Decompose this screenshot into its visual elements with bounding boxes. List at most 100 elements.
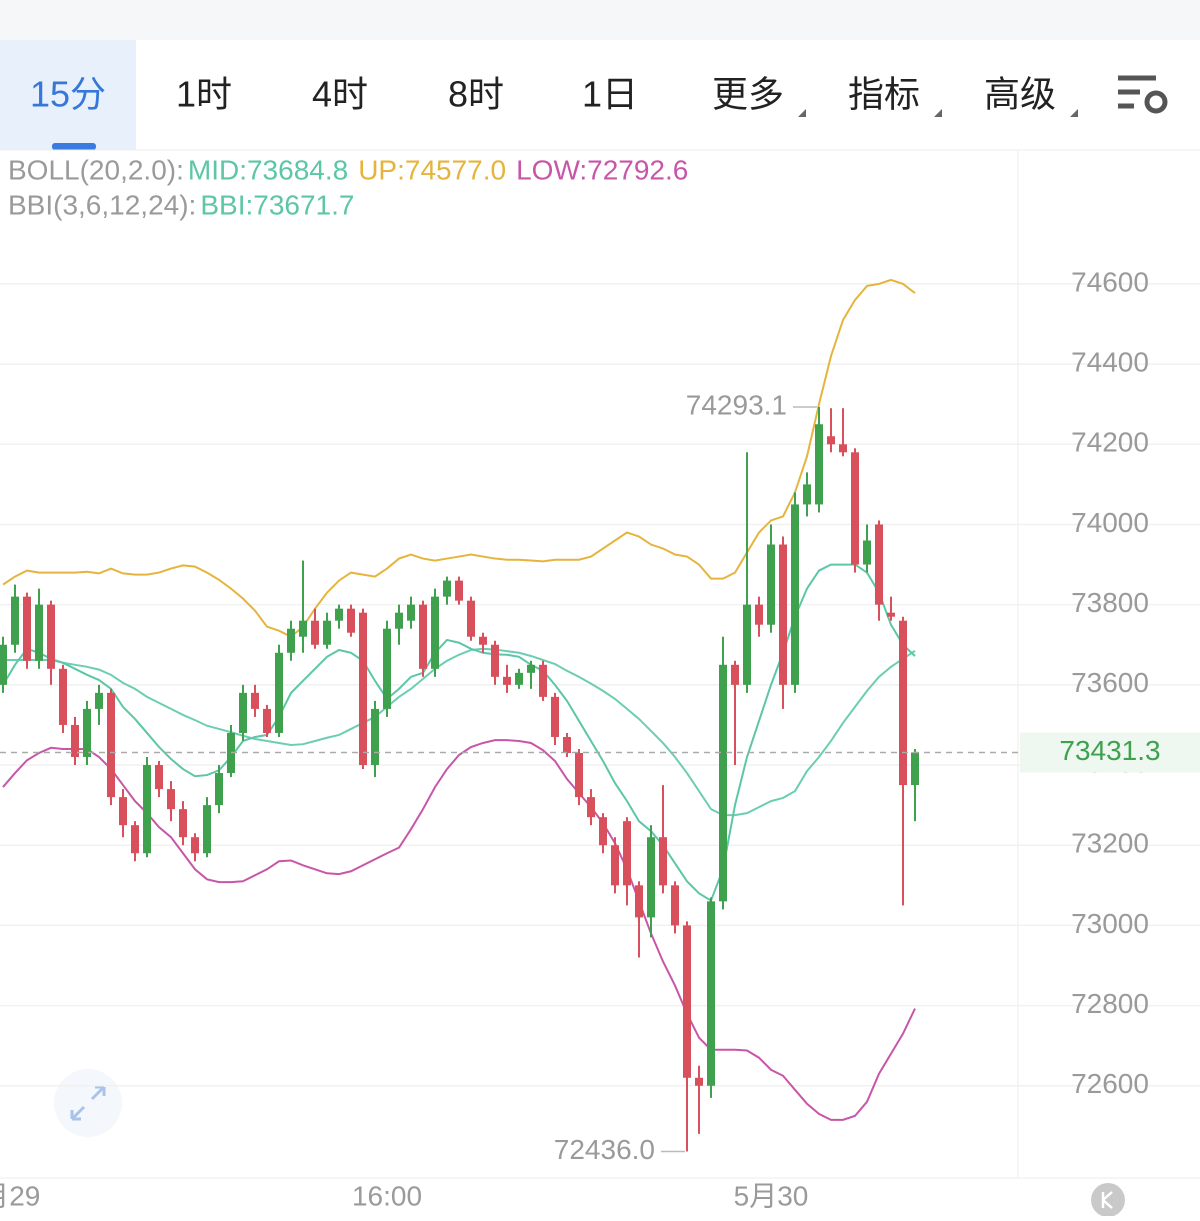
candle-body — [323, 620, 331, 645]
candle-body — [143, 765, 151, 854]
y-tick-label: 72600 — [1071, 1068, 1149, 1099]
expand-button[interactable] — [54, 1069, 122, 1137]
status-strip — [0, 0, 1200, 40]
y-tick-label: 73800 — [1071, 587, 1149, 618]
active-tab-bg — [0, 40, 136, 150]
candle-body — [503, 676, 511, 685]
tab[interactable]: 8时 — [448, 74, 504, 115]
candle-body — [11, 596, 19, 645]
x-tick-label: 5月29 — [0, 1180, 40, 1211]
candle-body — [527, 664, 535, 673]
overlay: 74293.1 72436.0 73431.3 — [0, 389, 1200, 1165]
settings-icon[interactable] — [1118, 75, 1168, 114]
candle-body — [695, 1077, 703, 1086]
candle-body — [731, 664, 739, 685]
tab[interactable]: 4时 — [312, 74, 368, 115]
candle-body — [875, 524, 883, 605]
candle-body — [383, 628, 391, 709]
candle-body — [203, 805, 211, 854]
candle-body — [743, 604, 751, 685]
candle-body — [359, 612, 367, 766]
candle-body — [563, 736, 571, 754]
candle-body — [599, 817, 607, 846]
tab[interactable]: 1日 — [582, 74, 638, 115]
candle-body — [611, 845, 619, 886]
candle-body — [347, 608, 355, 633]
candle-body — [299, 620, 307, 637]
candle-body — [863, 540, 871, 565]
candle-body — [155, 765, 163, 790]
candle-body — [683, 925, 691, 1078]
grid: 7260072800730007320073400736007380074000… — [0, 266, 1200, 1099]
tab[interactable]: 高级 — [984, 74, 1056, 115]
dropdown-caret — [798, 109, 806, 117]
y-tick-label: 74400 — [1071, 346, 1149, 377]
candle-body — [407, 604, 415, 621]
candle-body — [215, 773, 223, 806]
indicator-value: BBI:73671.7 — [200, 189, 354, 220]
candle-body — [539, 664, 547, 697]
expand-icon — [70, 1085, 106, 1121]
icon-gear — [1144, 90, 1168, 114]
candle-body — [575, 753, 583, 798]
candle-body — [131, 825, 139, 854]
candle-body — [263, 708, 271, 733]
candle-body — [755, 604, 763, 625]
y-tick-label: 72800 — [1071, 988, 1149, 1019]
candle-body — [887, 612, 895, 617]
candle-body — [815, 424, 823, 505]
candle-body — [899, 620, 907, 786]
y-tick-label: 73000 — [1071, 908, 1149, 939]
candle-body — [59, 668, 67, 725]
y-tick-label: 73600 — [1071, 667, 1149, 698]
candle-body — [791, 504, 799, 685]
tab[interactable]: 更多 — [712, 74, 784, 115]
candle-body — [71, 724, 79, 758]
candle-body — [479, 636, 487, 645]
tab[interactable]: 指标 — [848, 74, 920, 115]
candle-body — [647, 837, 655, 918]
tab[interactable]: 15分 — [30, 74, 106, 115]
k-button[interactable] — [1091, 1183, 1125, 1217]
y-tick-label: 74000 — [1071, 507, 1149, 538]
candle-body — [515, 672, 523, 685]
indicator-value: MID:73684.8 — [188, 154, 348, 185]
candle-body — [0, 644, 7, 685]
plot — [0, 278, 919, 1152]
candle-body — [911, 752, 919, 786]
indicator-line — [2, 739, 916, 1121]
candle-body — [779, 544, 787, 685]
candle-body — [335, 608, 343, 621]
candle-body — [443, 580, 451, 597]
candle-body — [827, 436, 835, 445]
annotation-label: 74293.1 — [686, 389, 787, 420]
indicator-value: UP:74577.0 — [358, 154, 506, 185]
candle-body — [95, 692, 103, 709]
candle-body — [659, 837, 667, 886]
candle-body — [107, 692, 115, 798]
candle-body — [251, 692, 259, 709]
indicator-line — [2, 563, 916, 903]
candle-body — [671, 885, 679, 926]
tab[interactable]: 1时 — [176, 74, 232, 115]
candle-body — [491, 644, 499, 677]
candle-body — [83, 708, 91, 758]
candle-body — [431, 596, 439, 669]
candle-body — [311, 620, 319, 645]
candle-body — [191, 837, 199, 854]
candle-body — [119, 797, 127, 826]
candle-body — [35, 604, 43, 661]
indicator-label: BOLL(20,2.0): — [8, 154, 184, 185]
candle-body — [167, 789, 175, 810]
candle-body — [287, 628, 295, 653]
candle-body — [47, 604, 55, 669]
candle-body — [179, 809, 187, 838]
active-tab-indicator — [52, 143, 96, 150]
dropdown-caret — [1070, 109, 1078, 117]
last-price-box — [1020, 732, 1200, 773]
y-tick-label: 74600 — [1071, 266, 1149, 297]
candle-body — [455, 580, 463, 601]
last-price-label: 73431.3 — [1059, 735, 1160, 766]
